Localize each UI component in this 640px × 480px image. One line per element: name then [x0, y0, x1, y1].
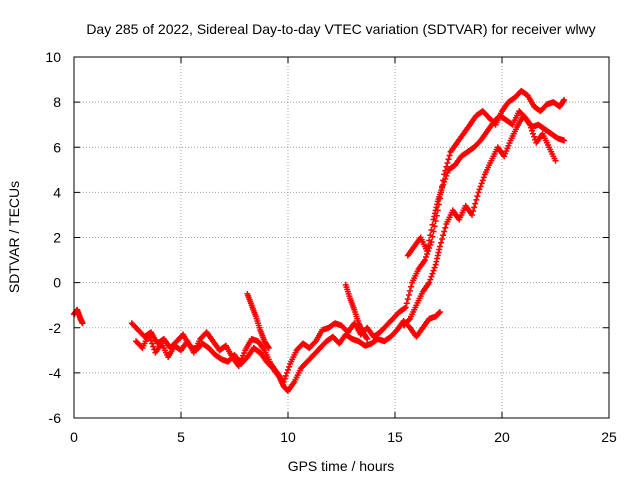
data-point	[443, 163, 450, 170]
x-tick-label: 0	[70, 429, 78, 445]
data-point	[561, 137, 568, 144]
y-tick-label: 8	[53, 94, 61, 110]
data-point	[281, 375, 288, 382]
data-point	[477, 183, 484, 190]
data-point	[470, 208, 477, 215]
data-point	[286, 363, 293, 370]
data-point	[561, 96, 568, 103]
data-point	[476, 186, 483, 193]
data-point	[446, 152, 453, 159]
data-point	[408, 283, 415, 290]
data-point	[426, 237, 433, 244]
data-point	[439, 236, 446, 243]
data-point	[440, 181, 447, 188]
data-point	[428, 226, 435, 233]
y-tick-label: 2	[53, 230, 61, 246]
data-point	[436, 308, 443, 315]
data-point	[528, 127, 535, 134]
data-point	[444, 169, 451, 176]
data-point	[479, 177, 486, 184]
x-axis-label: GPS time / hours	[288, 458, 395, 474]
data-point	[442, 175, 449, 182]
data-point	[443, 172, 450, 179]
data-point	[426, 279, 433, 286]
data-point	[285, 366, 291, 373]
data-point	[145, 331, 152, 338]
data-point	[424, 248, 431, 255]
data-point	[436, 243, 443, 250]
data-point	[405, 292, 412, 299]
data-point	[480, 174, 487, 181]
data-point	[469, 211, 476, 218]
data-point	[421, 257, 428, 264]
grid	[74, 57, 609, 418]
data-point	[526, 121, 533, 128]
data-point	[430, 267, 437, 274]
data-point	[475, 189, 482, 196]
y-axis-label: SDTVAR / TECUs	[6, 181, 22, 293]
data-point	[442, 224, 449, 231]
data-point	[149, 340, 156, 347]
data-point	[146, 334, 153, 341]
y-tick-label: 4	[53, 184, 61, 200]
data-point	[265, 345, 272, 352]
y-tick-label: 6	[53, 139, 61, 155]
data-point	[474, 193, 481, 200]
data-point	[438, 239, 445, 246]
x-tick-label: 15	[387, 429, 403, 445]
data-point	[402, 304, 409, 311]
data-point	[552, 157, 559, 164]
data-point	[280, 378, 287, 385]
data-point	[404, 296, 411, 303]
data-point	[403, 300, 410, 307]
data-point	[439, 184, 446, 191]
data-point	[148, 337, 155, 344]
x-tick-label: 20	[494, 429, 510, 445]
data-point	[530, 130, 537, 137]
data-point	[423, 254, 430, 261]
data-point	[283, 369, 290, 376]
data-point	[472, 200, 479, 207]
data-point	[473, 196, 480, 203]
axis-ticks: 0 5 10 15 20 25 -6 -4 -2 0 2 4 6 8 10	[45, 49, 617, 445]
data-point	[445, 156, 452, 163]
data-point	[406, 287, 413, 294]
data-point	[429, 270, 436, 277]
plot-frame	[73, 56, 610, 419]
y-tick-label: 0	[53, 275, 61, 291]
data-point	[150, 343, 157, 350]
y-tick-label: -4	[49, 365, 62, 381]
data-point	[471, 204, 478, 211]
data-point	[282, 372, 289, 379]
x-tick-label: 5	[177, 429, 185, 445]
data-point	[531, 133, 538, 140]
data-point	[429, 221, 436, 228]
x-tick-label: 10	[280, 429, 296, 445]
data-point	[441, 178, 448, 185]
data-point	[441, 228, 448, 235]
data-point	[311, 339, 318, 346]
data-point	[478, 180, 485, 187]
data-point	[425, 242, 432, 249]
data-point	[427, 276, 434, 283]
data-point	[405, 316, 412, 323]
y-tick-label: -2	[49, 320, 62, 336]
chart-title: Day 285 of 2022, Sidereal Day-to-day VTE…	[86, 21, 595, 37]
data-point	[427, 232, 434, 239]
data-point	[401, 305, 408, 312]
data-point	[364, 336, 371, 343]
data-point	[527, 124, 534, 131]
data-point	[428, 273, 435, 280]
y-tick-label: -6	[49, 410, 62, 426]
data-point	[440, 232, 447, 239]
data-points	[71, 87, 568, 394]
y-tick-label: 10	[45, 49, 61, 65]
data-point	[431, 264, 438, 271]
data-point	[444, 160, 451, 167]
data-point	[79, 320, 86, 327]
x-tick-label: 25	[601, 429, 617, 445]
